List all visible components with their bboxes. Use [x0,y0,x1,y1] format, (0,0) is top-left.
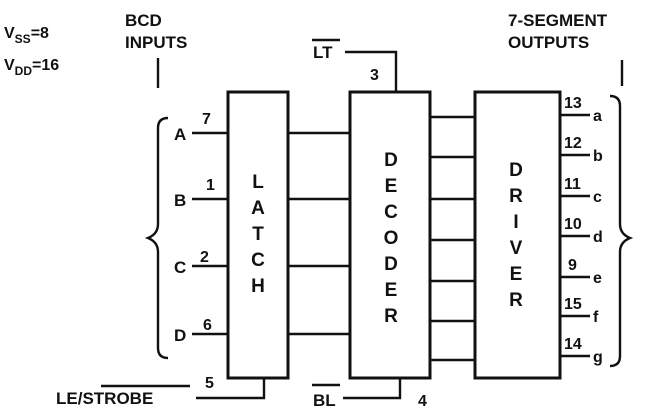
input-d: D 6 [174,317,228,345]
bl-pin: 4 [418,393,427,410]
svg-text:T: T [252,224,264,245]
output-g: 14 g [560,336,603,366]
output-segment: b [593,148,603,165]
output-segment: a [593,108,602,125]
output-c: 11 c [560,176,602,206]
output-pin: 10 [564,216,582,233]
input-name: C [174,258,186,277]
input-pin: 1 [206,177,215,194]
input-name: D [174,326,186,345]
lt-label: LT [313,43,333,62]
svg-text:O: O [384,228,399,249]
svg-text:C: C [251,250,265,271]
bl-control: BL 4 [312,378,427,410]
output-segment: g [593,349,603,366]
input-b: B 1 [174,177,228,210]
input-a: A 7 [174,111,228,144]
vss-label: VSS=8 [4,25,49,46]
svg-text:A: A [251,198,265,219]
driver-block [473,90,562,380]
output-e: 9 e [560,257,602,287]
bl-label: BL [313,391,336,410]
vdd-label: VDD=16 [4,57,59,78]
decoder-driver-bus [430,115,475,362]
outputs-brace [609,94,634,368]
svg-text:C: C [384,202,398,223]
svg-text:I: I [513,212,518,233]
decoder-label: D E C O D E R [384,150,399,327]
svg-text:R: R [509,186,523,207]
output-d: 10 d [560,216,603,246]
decoder-block [348,90,432,380]
le-strobe-control: LE/STROBE 5 [56,375,266,408]
inputs-heading: INPUTS [125,33,187,52]
svg-text:V: V [510,238,523,259]
lt-wire [345,50,398,92]
le-strobe-label: LE/STROBE [56,389,153,408]
output-segment: d [593,229,603,246]
output-f: 15 f [560,296,599,326]
svg-text:R: R [384,306,398,327]
input-pin: 6 [203,317,212,334]
output-pin: 14 [564,336,582,353]
input-pin: 2 [200,249,209,266]
output-pin: 15 [564,296,582,313]
latch-block [226,90,290,380]
svg-text:D: D [509,160,523,181]
le-strobe-pin: 5 [205,375,214,392]
output-segment: e [593,270,602,287]
output-a: 13 a [560,95,602,125]
driver-label: D R I V E R [509,160,523,311]
output-pin: 12 [564,135,582,152]
input-pin: 7 [202,111,211,128]
bl-wire [343,378,402,400]
bcd-heading: BCD [125,11,162,30]
output-segment: f [593,309,599,326]
le-strobe-wire [196,378,266,400]
input-c: C 2 [174,249,228,277]
inputs-brace [144,116,169,360]
lt-control: LT 3 [312,38,398,92]
svg-text:E: E [385,280,398,301]
svg-text:R: R [509,290,523,311]
svg-text:D: D [384,150,398,171]
svg-text:E: E [385,176,398,197]
lt-pin: 3 [370,67,379,84]
output-pin: 9 [568,257,577,274]
input-name: A [174,125,186,144]
svg-text:L: L [252,172,264,193]
seven-segment-heading: 7-SEGMENT [508,11,608,30]
output-pin: 13 [564,95,582,112]
latch-label: L A T C H [251,172,265,297]
svg-text:H: H [251,276,265,297]
output-b: 12 b [560,135,603,165]
latch-decoder-bus [288,131,350,336]
outputs-heading: OUTPUTS [508,33,589,52]
input-name: B [174,191,186,210]
svg-text:D: D [384,254,398,275]
output-segment: c [593,189,602,206]
svg-text:E: E [510,264,523,285]
output-pin: 11 [564,176,581,193]
